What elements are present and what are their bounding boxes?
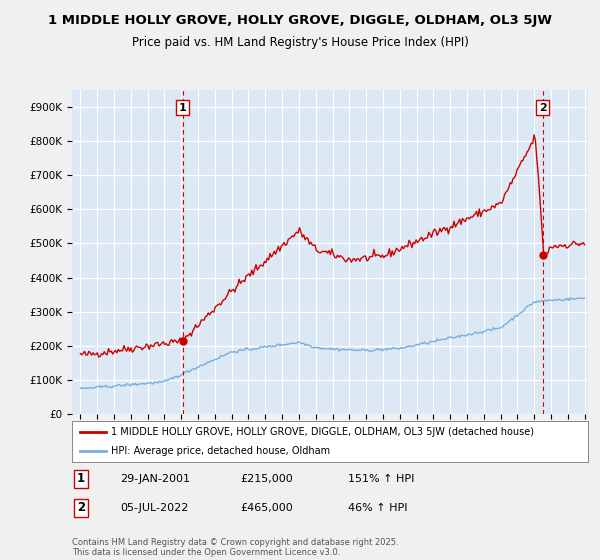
Text: 1 MIDDLE HOLLY GROVE, HOLLY GROVE, DIGGLE, OLDHAM, OL3 5JW: 1 MIDDLE HOLLY GROVE, HOLLY GROVE, DIGGL… bbox=[48, 14, 552, 27]
Text: 1: 1 bbox=[77, 472, 85, 486]
Text: 46% ↑ HPI: 46% ↑ HPI bbox=[348, 503, 407, 513]
Text: Price paid vs. HM Land Registry's House Price Index (HPI): Price paid vs. HM Land Registry's House … bbox=[131, 36, 469, 49]
Text: £465,000: £465,000 bbox=[240, 503, 293, 513]
Text: 05-JUL-2022: 05-JUL-2022 bbox=[120, 503, 188, 513]
Text: Contains HM Land Registry data © Crown copyright and database right 2025.
This d: Contains HM Land Registry data © Crown c… bbox=[72, 538, 398, 557]
Text: 151% ↑ HPI: 151% ↑ HPI bbox=[348, 474, 415, 484]
Text: 1 MIDDLE HOLLY GROVE, HOLLY GROVE, DIGGLE, OLDHAM, OL3 5JW (detached house): 1 MIDDLE HOLLY GROVE, HOLLY GROVE, DIGGL… bbox=[110, 427, 534, 437]
Text: 2: 2 bbox=[77, 501, 85, 515]
Text: HPI: Average price, detached house, Oldham: HPI: Average price, detached house, Oldh… bbox=[110, 446, 330, 456]
Text: 29-JAN-2001: 29-JAN-2001 bbox=[120, 474, 190, 484]
Text: 2: 2 bbox=[539, 102, 547, 113]
Text: 1: 1 bbox=[179, 102, 187, 113]
Text: £215,000: £215,000 bbox=[240, 474, 293, 484]
